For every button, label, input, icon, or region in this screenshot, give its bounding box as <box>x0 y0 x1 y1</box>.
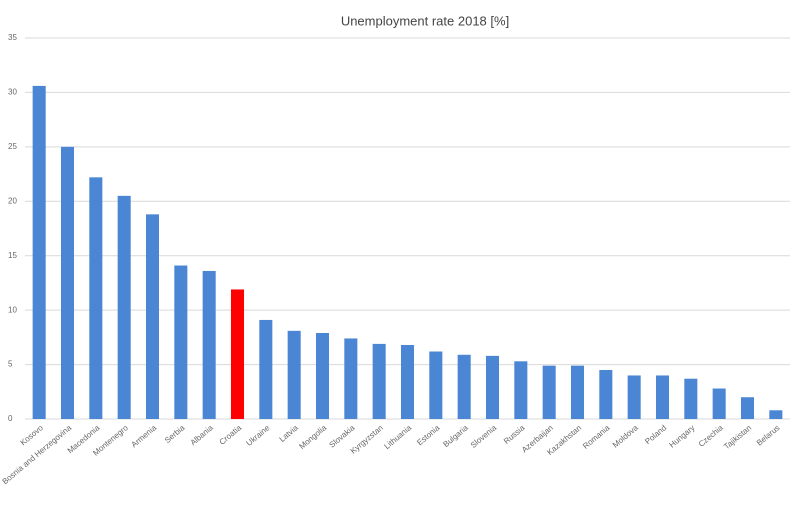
bar <box>259 319 273 419</box>
x-tick-label: Armenia <box>130 423 159 449</box>
x-tick-label: Mongolia <box>297 423 328 451</box>
x-tick-label: Czechia <box>697 423 725 449</box>
y-tick-label: 25 <box>8 142 17 151</box>
bar <box>684 378 698 419</box>
bar <box>145 214 160 419</box>
x-tick-label: Hungary <box>668 423 697 449</box>
x-tick-label: Slovenia <box>469 423 499 450</box>
y-tick-label: 20 <box>8 196 17 205</box>
x-tick-label: Serbia <box>163 423 187 445</box>
y-tick-label: 35 <box>8 33 17 42</box>
bar <box>570 365 585 419</box>
bar <box>712 388 726 419</box>
y-tick-label: 10 <box>8 305 17 314</box>
y-tick-label: 15 <box>8 251 17 260</box>
x-tick-label: Tajikistan <box>722 423 753 451</box>
bar <box>740 397 755 419</box>
x-tick-label: Estonia <box>415 423 442 447</box>
bar <box>485 355 500 419</box>
x-tick-label: Kosovo <box>19 423 46 447</box>
bar <box>655 375 670 419</box>
x-tick-label: Bulgaria <box>442 423 471 449</box>
bar <box>769 410 783 419</box>
bar <box>315 333 330 419</box>
x-tick-label: Belarus <box>755 423 782 447</box>
x-tick-label: Poland <box>643 423 668 446</box>
bar <box>287 330 301 419</box>
bar <box>457 354 471 419</box>
y-tick-label: 30 <box>8 88 17 97</box>
bar <box>32 85 46 419</box>
bar <box>202 270 216 419</box>
bar <box>344 338 358 419</box>
x-tick-label: Ukraine <box>245 423 272 448</box>
bar <box>599 370 613 419</box>
bar <box>372 343 386 419</box>
y-tick-label: 5 <box>8 360 13 369</box>
bar <box>627 375 641 419</box>
bar <box>542 365 556 419</box>
bar <box>89 177 103 419</box>
x-tick-label: Moldova <box>611 423 640 450</box>
bar <box>60 146 75 419</box>
x-tick-label: Croatia <box>218 423 244 447</box>
x-tick-label: Romania <box>581 423 612 451</box>
bar <box>117 195 131 419</box>
x-tick-label: Albania <box>189 423 216 447</box>
bar <box>429 351 443 419</box>
y-tick-label: 0 <box>8 414 13 423</box>
bar <box>174 265 188 419</box>
x-tick-label: Latvia <box>278 423 301 444</box>
bar <box>400 344 415 419</box>
x-tick-label: Lithuania <box>382 423 413 451</box>
bar <box>514 361 528 419</box>
chart-title: Unemployment rate 2018 [%] <box>341 13 509 28</box>
x-tick-label: Russia <box>502 423 527 446</box>
bar <box>230 289 245 419</box>
